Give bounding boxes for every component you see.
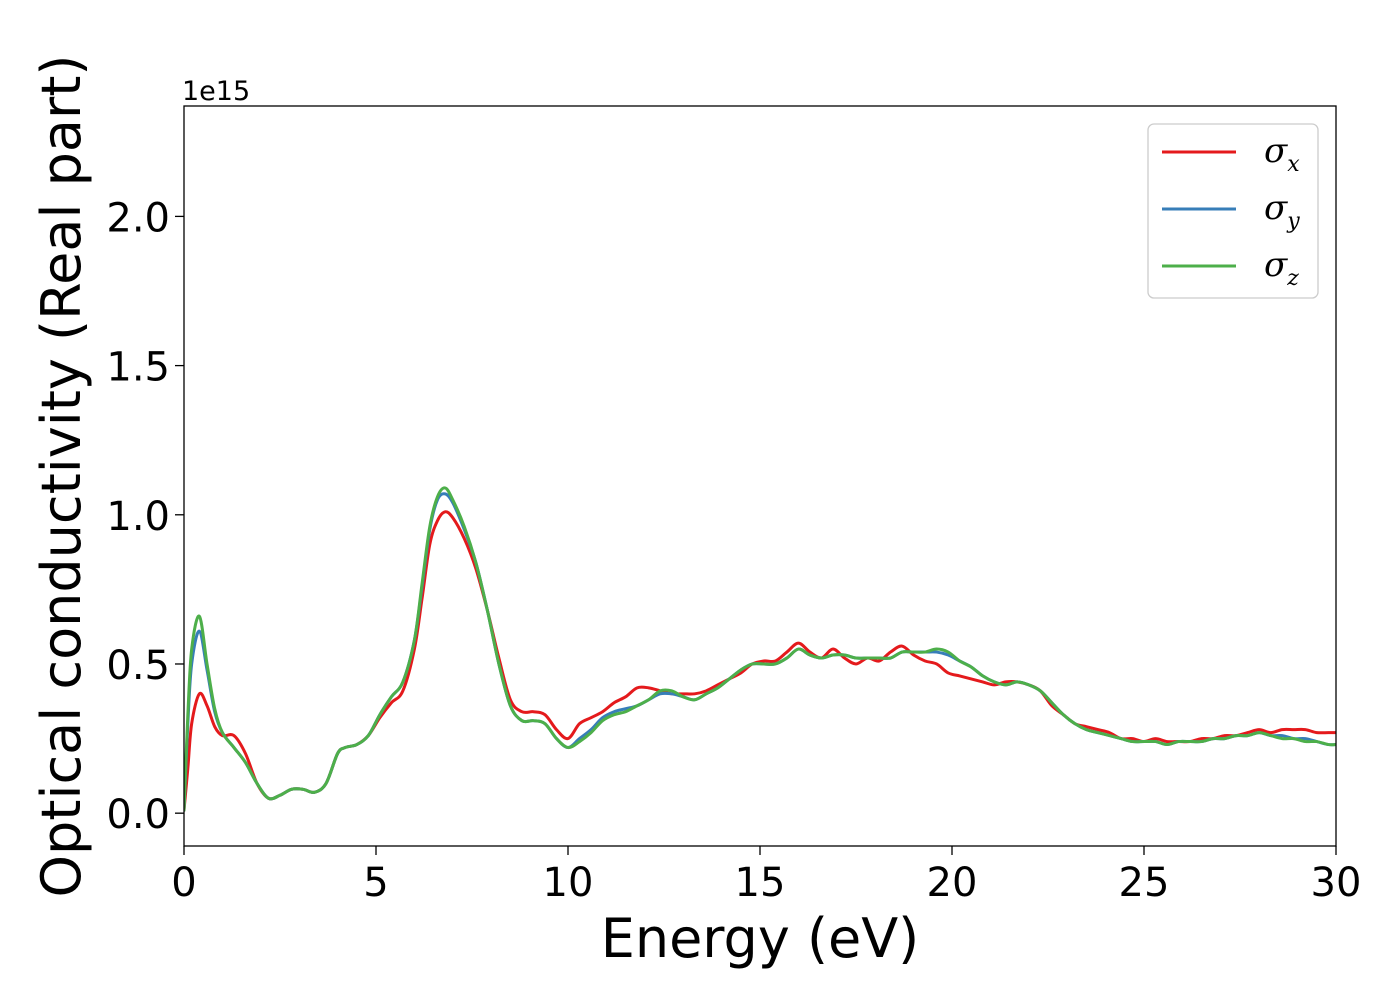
y-axis-title: Optical conductivity (Real part) xyxy=(30,55,93,898)
series-layer xyxy=(184,486,1336,812)
series-line-z xyxy=(184,486,1336,812)
legend-label-y: σy xyxy=(1264,188,1300,234)
y-tick-label: 1.0 xyxy=(106,494,170,540)
y-offset-label: 1e15 xyxy=(182,76,250,107)
x-tick-label: 0 xyxy=(171,860,196,906)
x-axis-ticks: 0 5 10 15 20 25 30 xyxy=(171,846,1361,906)
legend-items: σx σy σz xyxy=(1162,131,1300,291)
legend-label-x: σx xyxy=(1264,131,1300,177)
x-tick-label: 15 xyxy=(735,860,786,906)
series-line-y xyxy=(184,492,1336,812)
x-tick-label: 25 xyxy=(1119,860,1170,906)
y-tick-label: 2.0 xyxy=(106,195,170,241)
y-tick-label: 1.5 xyxy=(106,345,170,391)
legend-frame xyxy=(1147,123,1319,299)
x-tick-label: 30 xyxy=(1311,860,1362,906)
legend-label-z: σz xyxy=(1264,245,1299,291)
y-tick-label: 0.5 xyxy=(106,643,170,689)
y-tick-label: 0.0 xyxy=(106,792,170,838)
x-axis-title: Energy (eV) xyxy=(601,907,920,970)
series-line-x xyxy=(184,510,1336,812)
y-axis-ticks: 0.0 0.5 1.0 1.5 2.0 xyxy=(106,195,184,838)
x-tick-label: 5 xyxy=(363,860,388,906)
x-tick-label: 20 xyxy=(927,860,978,906)
x-tick-label: 10 xyxy=(543,860,594,906)
legend: σx σy σz xyxy=(1147,123,1319,299)
